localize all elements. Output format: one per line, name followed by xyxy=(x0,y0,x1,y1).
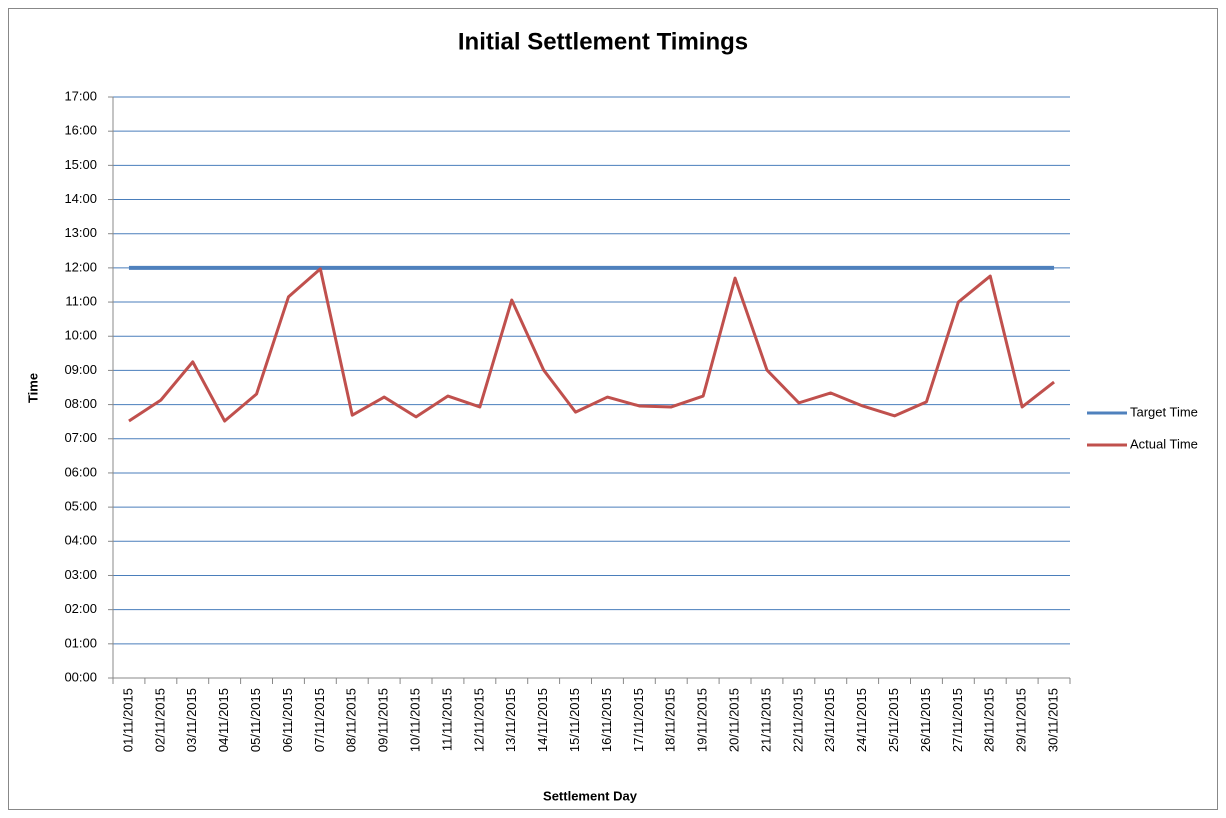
y-tick-label: 11:00 xyxy=(65,293,97,308)
y-tick-label: 07:00 xyxy=(64,430,97,445)
x-tick-label: 25/11/2015 xyxy=(886,688,901,752)
legend-label: Target Time xyxy=(1130,404,1198,419)
x-tick-label: 16/11/2015 xyxy=(599,688,614,752)
x-tick-label: 13/11/2015 xyxy=(503,688,518,752)
chart-title: Initial Settlement Timings xyxy=(458,28,748,55)
x-tick-label: 18/11/2015 xyxy=(663,688,678,752)
x-tick-label: 20/11/2015 xyxy=(726,688,741,752)
x-tick-label: 12/11/2015 xyxy=(471,688,486,752)
x-tick-label: 17/11/2015 xyxy=(631,688,646,752)
x-tick-label: 06/11/2015 xyxy=(280,688,295,752)
y-tick-label: 00:00 xyxy=(64,669,97,684)
y-tick-label: 14:00 xyxy=(64,191,97,206)
x-tick-label: 03/11/2015 xyxy=(184,688,199,752)
y-tick-label: 09:00 xyxy=(64,362,97,377)
x-tick-label: 19/11/2015 xyxy=(695,688,710,752)
x-tick-label: 14/11/2015 xyxy=(535,688,550,752)
series-line xyxy=(128,267,1055,423)
legend-label: Actual Time xyxy=(1130,436,1198,451)
x-tick-label: 10/11/2015 xyxy=(407,688,422,752)
y-tick-label: 05:00 xyxy=(64,499,97,514)
x-tick-label: 27/11/2015 xyxy=(950,688,965,752)
x-tick-label: 24/11/2015 xyxy=(854,688,869,752)
y-tick-label: 06:00 xyxy=(64,464,97,479)
y-axis-title: Time xyxy=(25,373,40,403)
chart-border xyxy=(8,8,1218,810)
x-tick-label: 04/11/2015 xyxy=(216,688,231,752)
x-tick-label: 02/11/2015 xyxy=(152,688,167,752)
x-tick-label: 26/11/2015 xyxy=(918,688,933,752)
y-tick-label: 02:00 xyxy=(64,601,97,616)
x-axis-title: Settlement Day xyxy=(543,788,638,803)
x-tick-label: 30/11/2015 xyxy=(1045,688,1060,752)
y-tick-label: 01:00 xyxy=(64,635,97,650)
y-tick-label: 08:00 xyxy=(64,396,97,411)
y-tick-label: 16:00 xyxy=(64,123,97,138)
y-tick-label: 04:00 xyxy=(64,533,97,548)
x-tick-label: 05/11/2015 xyxy=(248,688,263,752)
y-tick-label: 12:00 xyxy=(64,259,97,274)
x-tick-label: 15/11/2015 xyxy=(567,688,582,752)
x-tick-label: 28/11/2015 xyxy=(982,688,997,752)
x-tick-label: 07/11/2015 xyxy=(312,688,327,752)
y-tick-label: 15:00 xyxy=(64,157,97,172)
x-tick-label: 09/11/2015 xyxy=(376,688,391,752)
x-tick-label: 11/11/2015 xyxy=(439,688,454,751)
x-tick-label: 29/11/2015 xyxy=(1014,688,1029,752)
x-tick-label: 21/11/2015 xyxy=(758,688,773,752)
y-tick-label: 17:00 xyxy=(64,88,97,103)
x-tick-label: 23/11/2015 xyxy=(822,688,837,752)
x-tick-label: 08/11/2015 xyxy=(344,688,359,752)
y-tick-label: 10:00 xyxy=(64,328,97,343)
x-tick-label: 01/11/2015 xyxy=(120,688,135,752)
x-tick-label: 22/11/2015 xyxy=(790,688,805,752)
y-tick-label: 03:00 xyxy=(64,567,97,582)
y-tick-label: 13:00 xyxy=(64,225,97,240)
